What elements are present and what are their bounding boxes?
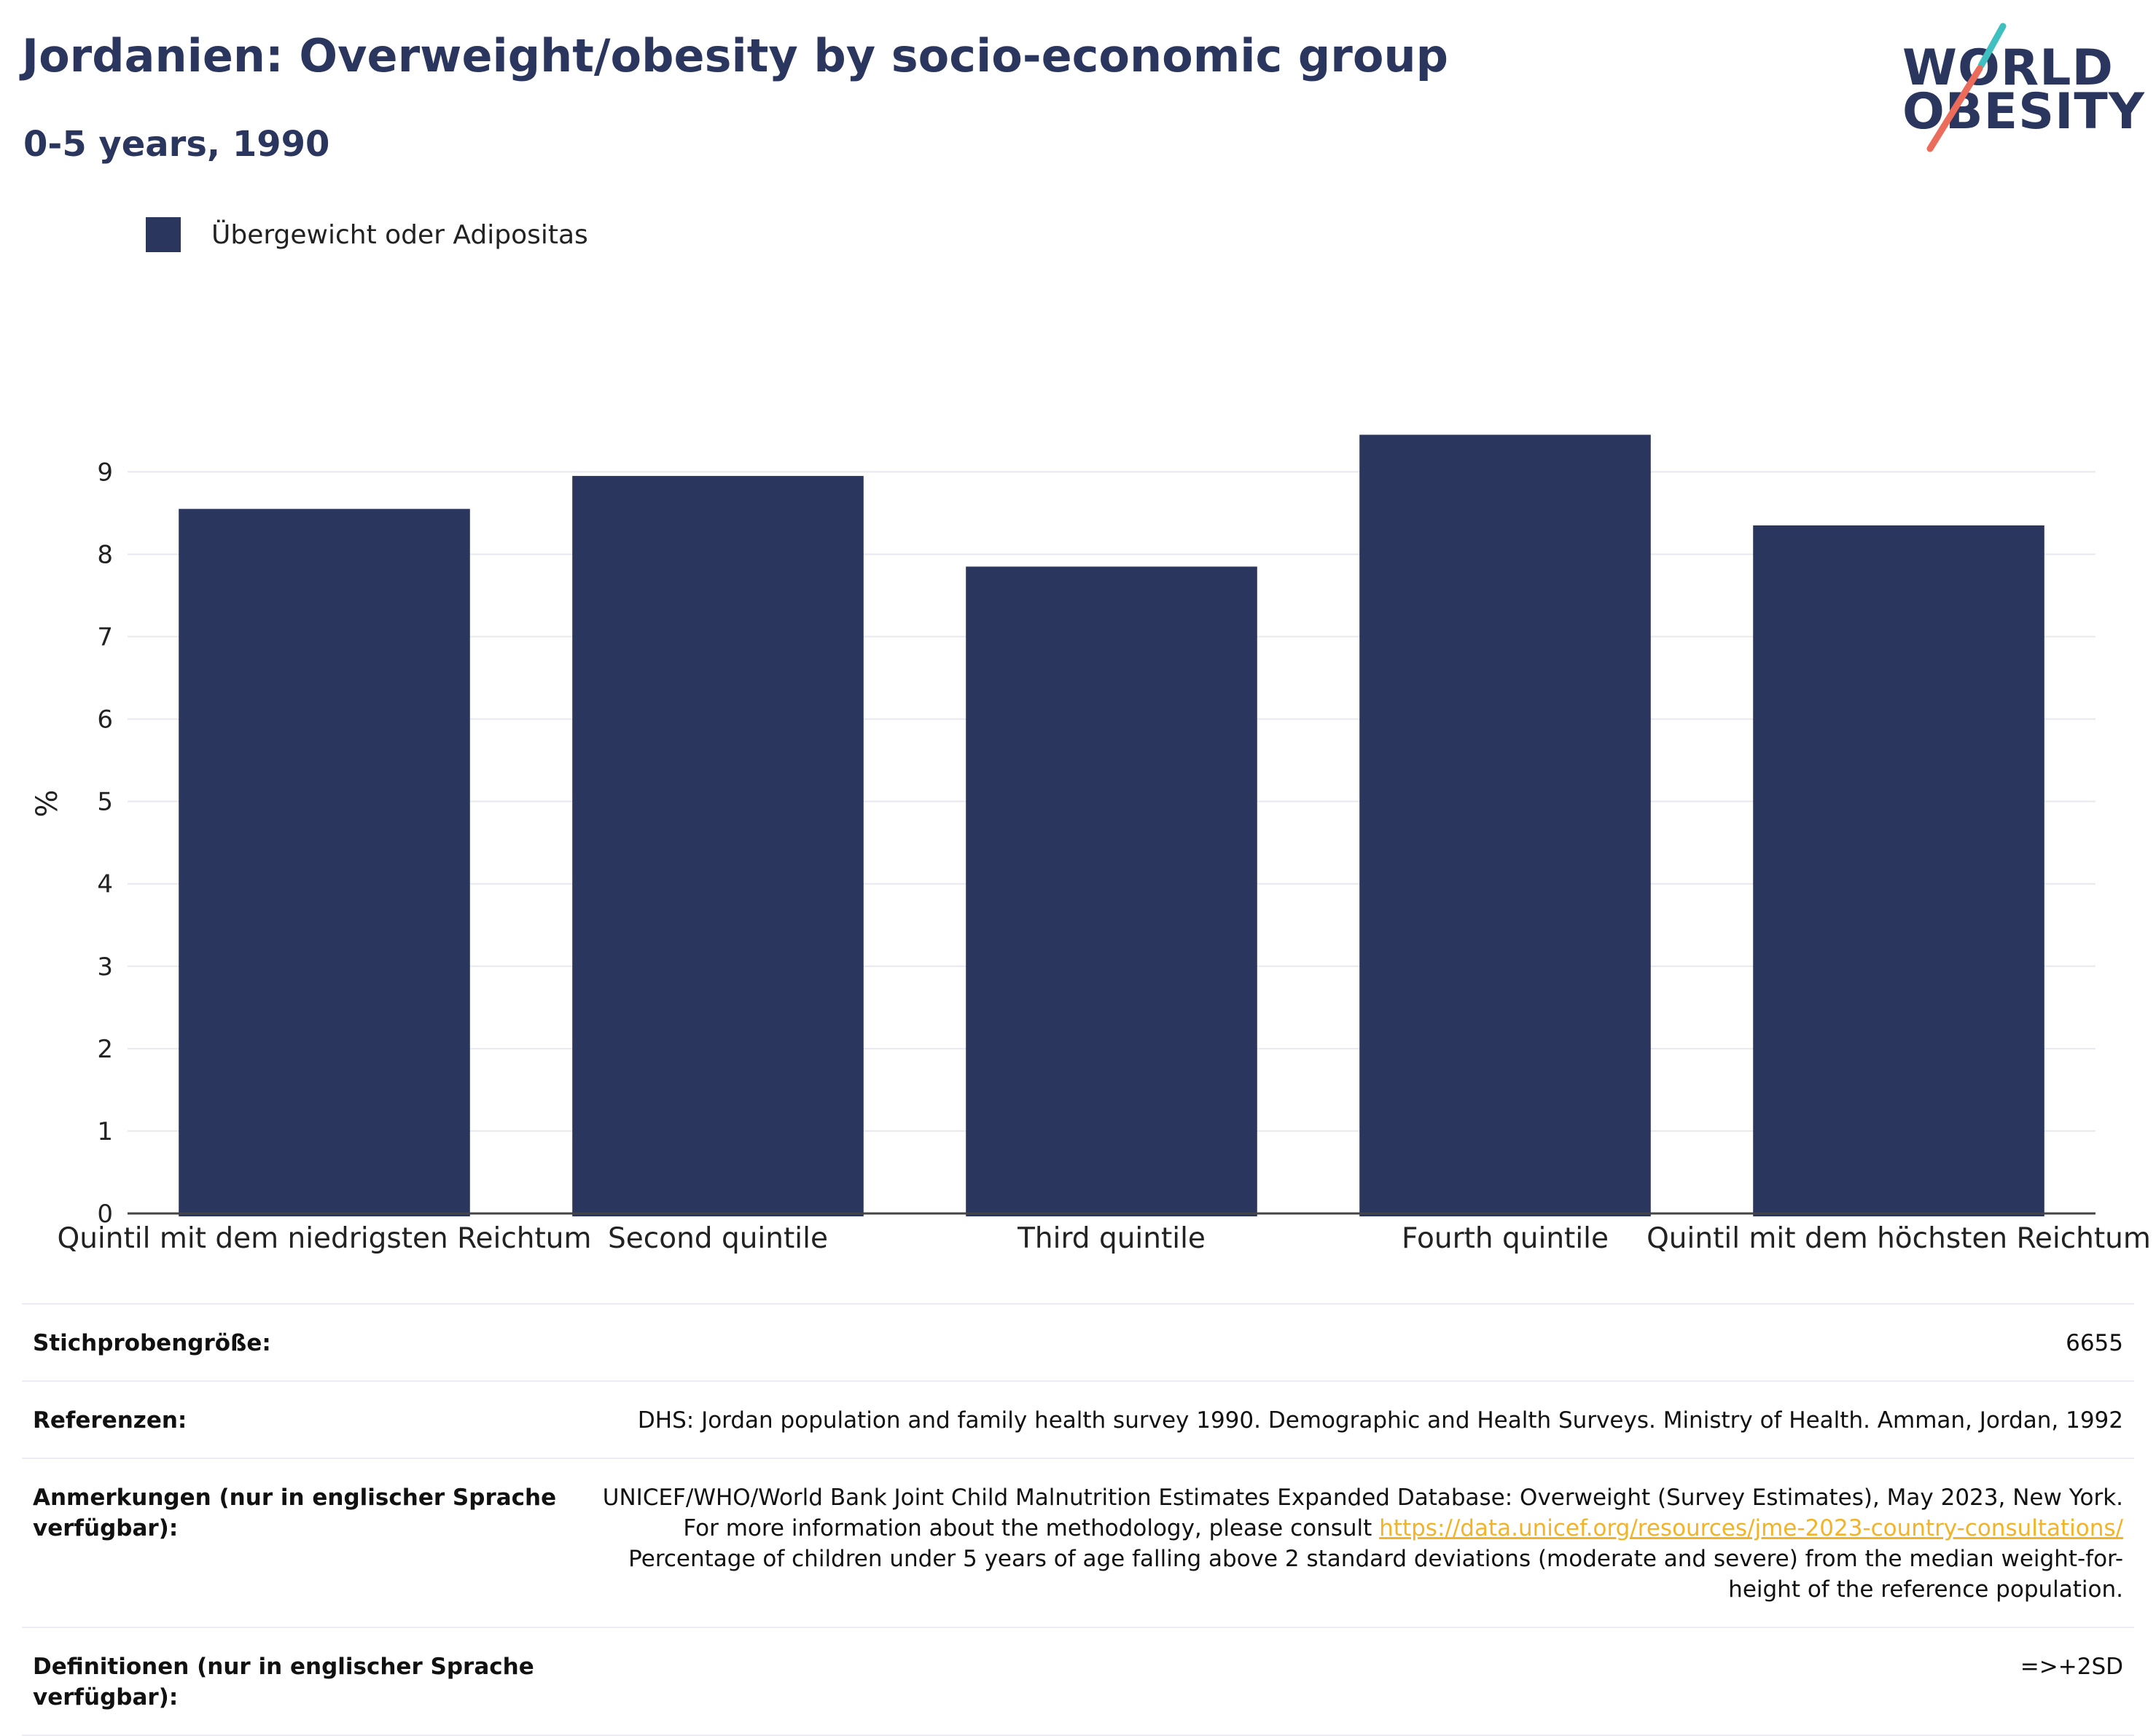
chart-title: Jordanien: Overweight/obesity by socio-e… xyxy=(22,29,1448,82)
info-value: UNICEF/WHO/World Bank Joint Child Malnut… xyxy=(572,1482,2123,1605)
unicef-methodology-link[interactable]: https://data.unicef.org/resources/jme-20… xyxy=(1379,1515,2123,1541)
chart-legend: Übergewicht oder Adipositas xyxy=(146,217,588,252)
bar xyxy=(1359,434,1651,1216)
bar-chart: 0 1 2 3 4 5 6 7 8 9 Quintil mit dem niedrigsten Re… xyxy=(31,434,2151,1255)
y-tick-label: 4 xyxy=(97,870,113,899)
y-axis-label: % xyxy=(31,789,64,817)
y-tick-label: 1 xyxy=(97,1117,113,1146)
info-table: Stichprobengröße: 6655 Referenzen: DHS: … xyxy=(22,1303,2134,1736)
info-key: Referenzen: xyxy=(33,1407,187,1434)
y-tick-label: 5 xyxy=(97,788,113,817)
info-key: Stichprobengröße: xyxy=(33,1330,271,1356)
y-tick-label: 7 xyxy=(97,623,113,652)
y-tick-label: 6 xyxy=(97,705,113,735)
x-category-label: Fourth quintile xyxy=(1402,1222,1609,1255)
bar xyxy=(966,566,1257,1216)
chart-subtitle: 0-5 years, 1990 xyxy=(23,124,330,165)
y-tick-label: 8 xyxy=(97,540,113,569)
info-value: DHS: Jordan population and family health… xyxy=(637,1407,2123,1434)
info-key: Definitionen (nur in englischer Sprache … xyxy=(33,1654,534,1710)
logo-line-world: WORLD xyxy=(1902,39,2114,97)
x-category-label: Third quintile xyxy=(1017,1222,1206,1255)
info-value: =>+2SD xyxy=(2020,1654,2123,1680)
y-tick-label: 0 xyxy=(97,1200,113,1229)
x-category-label: Second quintile xyxy=(608,1222,828,1255)
x-category-label: Quintil mit dem niedrigsten Reichtum xyxy=(58,1222,592,1255)
x-category-label: Quintil mit dem höchsten Reichtum xyxy=(1647,1222,2151,1255)
notes-text-before: UNICEF/WHO/World Bank Joint Child Malnut… xyxy=(602,1485,2123,1541)
info-key: Anmerkungen (nur in englischer Sprache v… xyxy=(33,1485,557,1541)
bar xyxy=(572,476,864,1216)
logo-slash-icon xyxy=(1926,23,2007,152)
info-row-definitions: Definitionen (nur in englischer Sprache … xyxy=(22,1627,2134,1736)
legend-label: Übergewicht oder Adipositas xyxy=(211,219,588,250)
world-obesity-logo: WORLD OBESITY xyxy=(1902,20,2144,159)
y-tick-label: 2 xyxy=(97,1035,113,1064)
info-row-notes: Anmerkungen (nur in englischer Sprache v… xyxy=(22,1458,2134,1627)
notes-text-after: Percentage of children under 5 years of … xyxy=(628,1546,2123,1603)
bar xyxy=(1753,525,2044,1216)
info-row-sample-size: Stichprobengröße: 6655 xyxy=(22,1303,2134,1380)
bar xyxy=(179,509,470,1216)
y-tick-label: 9 xyxy=(97,458,113,487)
y-tick-label: 3 xyxy=(97,953,113,982)
info-value: 6655 xyxy=(2066,1330,2123,1356)
legend-swatch xyxy=(146,217,181,252)
info-row-references: Referenzen: DHS: Jordan population and f… xyxy=(22,1380,2134,1458)
